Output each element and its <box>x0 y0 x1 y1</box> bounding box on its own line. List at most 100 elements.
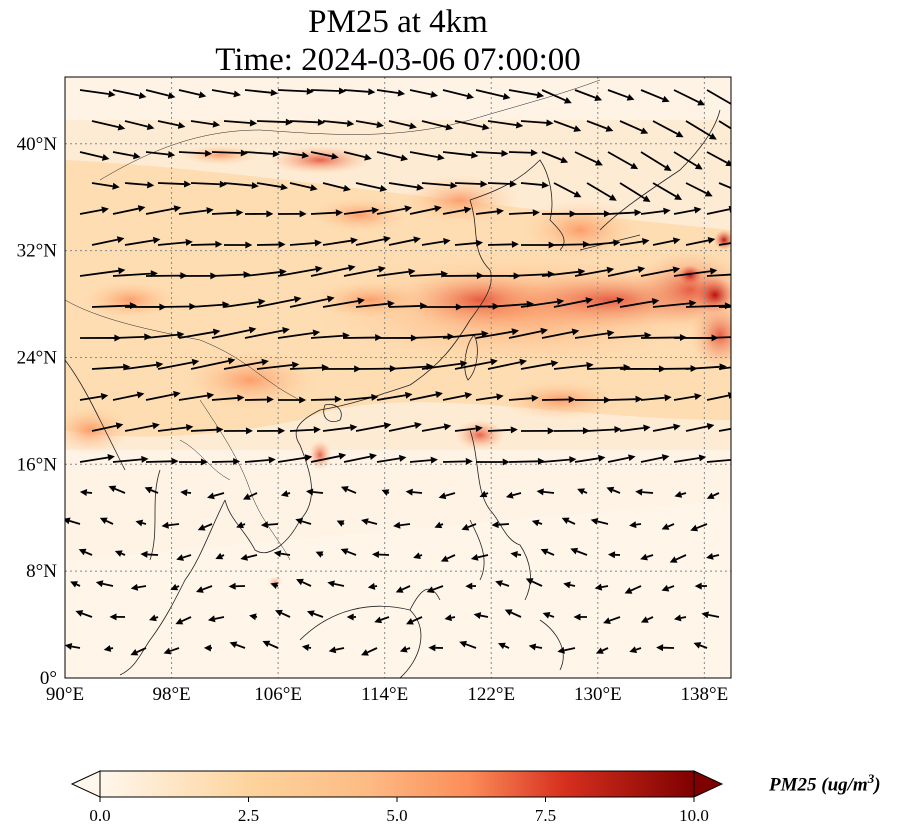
wind-arrow <box>673 614 687 622</box>
wind-arrow <box>718 242 731 246</box>
wind-arrow <box>336 520 345 527</box>
wind-arrow <box>706 492 720 499</box>
wind-arrow <box>640 266 681 277</box>
wind-arrow <box>475 89 511 100</box>
wind-arrow <box>553 427 590 435</box>
wind-arrow <box>256 296 302 308</box>
wind-arrow <box>124 181 155 189</box>
wind-arrow <box>91 120 126 131</box>
wind-arrow <box>409 391 443 401</box>
colorbar-tick-label: 5.0 <box>386 806 407 825</box>
wind-arrow <box>376 205 413 215</box>
wind-arrow <box>376 391 413 401</box>
wind-arrow <box>718 120 731 130</box>
wind-arrow <box>270 582 279 589</box>
wind-arrow <box>421 423 452 432</box>
longitude-tick-label: 138°E <box>681 684 729 705</box>
wind-arrow <box>211 458 241 466</box>
wind-arrow <box>603 616 621 625</box>
wind-arrow <box>508 394 539 402</box>
wind-arrow <box>586 182 617 201</box>
wind-arrow <box>211 89 241 98</box>
wind-arrow <box>277 454 313 463</box>
latitude-tick-label: 8°N <box>26 561 57 582</box>
wind-arrow <box>274 609 291 618</box>
wind-arrow <box>277 329 321 339</box>
wind-arrow <box>207 615 225 623</box>
wind-arrow <box>109 613 126 621</box>
wind-arrow <box>327 580 345 588</box>
wind-arrow <box>176 554 192 561</box>
wind-arrow <box>355 182 388 192</box>
wind-arrow <box>178 207 214 215</box>
wind-arrow <box>346 613 357 621</box>
wind-arrow <box>228 582 246 590</box>
wind-arrow <box>79 206 109 215</box>
colorbar-tick-label: 10.0 <box>679 806 709 825</box>
wind-arrow <box>190 426 224 434</box>
wind-arrow <box>306 610 324 618</box>
wind-arrow <box>157 120 186 129</box>
wind-arrow <box>442 457 473 465</box>
wind-arrow <box>157 238 193 246</box>
wind-arrow <box>508 89 545 99</box>
wind-arrow <box>157 424 194 432</box>
wind-arrow <box>65 517 81 525</box>
wind-arrow <box>124 236 161 246</box>
wind-arrow <box>454 239 484 247</box>
wind-arrow <box>240 553 258 561</box>
wind-arrow <box>388 302 428 310</box>
wind-arrow <box>619 424 651 432</box>
wind-arrow <box>399 645 411 653</box>
wind-arrow <box>145 390 181 401</box>
latitude-tick-label: 40°N <box>17 134 58 155</box>
wind-arrow <box>465 582 477 590</box>
wind-arrow <box>161 521 180 529</box>
wind-arrow <box>406 616 423 625</box>
wind-arrow <box>520 119 554 127</box>
wind-arrow <box>685 423 715 432</box>
wind-arrow <box>706 336 731 339</box>
longitude-tick-labels: 90°E 98°E 106°E 114°E 122°E 130°E 138°E <box>46 684 728 705</box>
wind-arrow <box>475 207 504 215</box>
colorbar-tick-label: 0.0 <box>89 806 110 825</box>
wind-arrow <box>79 393 109 401</box>
wind-arrow <box>340 486 357 494</box>
wind-arrow <box>690 523 708 532</box>
wind-arrow <box>640 151 672 171</box>
wind-arrow <box>256 241 286 249</box>
wind-arrow <box>273 550 291 558</box>
wind-arrow <box>520 360 559 370</box>
wind-arrow <box>475 393 504 401</box>
wind-arrow <box>685 236 716 246</box>
wind-arrow <box>413 552 423 560</box>
wind-arrow <box>491 521 510 529</box>
wind-arrow <box>640 553 654 561</box>
wind-arrow <box>91 236 125 246</box>
wind-arrow <box>242 492 258 500</box>
wind-arrow <box>256 182 289 191</box>
wind-arrow <box>536 488 555 496</box>
map-subtitle-time: Time: 2024-03-06 07:00:00 <box>215 42 581 78</box>
wind-arrow <box>322 237 358 246</box>
wind-arrow <box>376 268 416 277</box>
longitude-tick-label: 130°E <box>574 684 622 705</box>
wind-arrow <box>573 613 588 621</box>
wind-arrow <box>454 425 483 432</box>
wind-arrow <box>145 151 176 158</box>
wind-arrow <box>376 454 407 463</box>
wind-arrow <box>207 492 225 500</box>
wind-arrow <box>280 490 291 498</box>
wind-arrow <box>426 585 444 593</box>
wind-arrow <box>607 551 621 559</box>
wind-arrow <box>673 89 706 106</box>
wind-arrow <box>563 581 576 589</box>
wind-arrow <box>520 181 550 189</box>
wind-arrow <box>574 151 603 166</box>
colorbar-label-text: PM25 (ug/m <box>769 774 868 796</box>
wind-arrow <box>145 89 176 100</box>
wind-arrow <box>640 207 671 215</box>
wind-arrow <box>355 235 391 246</box>
map-frame <box>64 76 732 679</box>
wind-arrow <box>124 361 164 370</box>
